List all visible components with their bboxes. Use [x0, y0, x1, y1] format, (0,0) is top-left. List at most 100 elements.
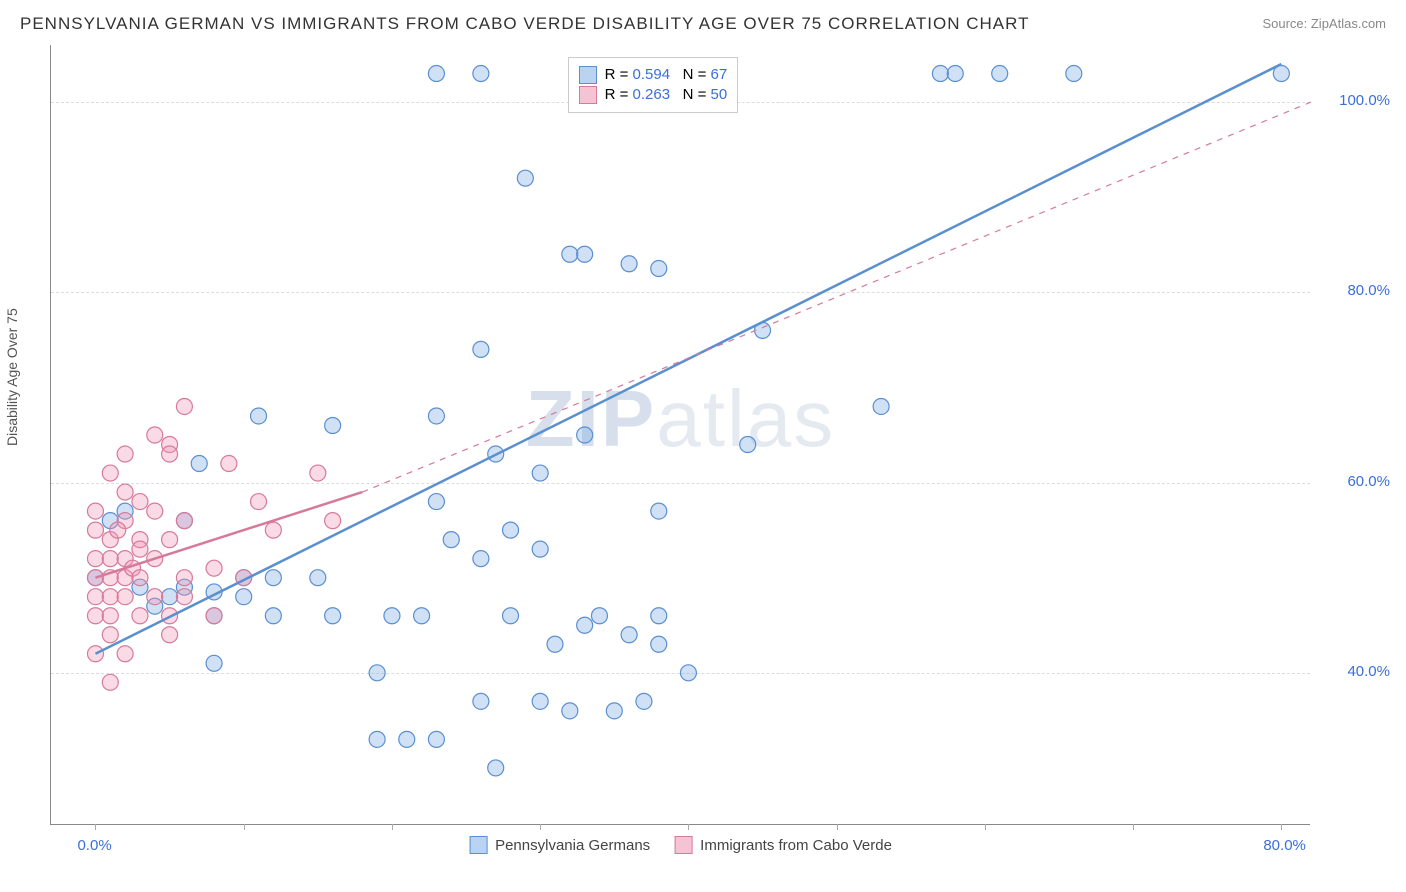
data-point: [176, 570, 192, 586]
data-point: [310, 465, 326, 481]
scatter-plot: ZIPatlas 40.0%60.0%80.0%100.0%0.0%80.0%R…: [50, 45, 1310, 825]
data-point: [473, 693, 489, 709]
data-point: [428, 494, 444, 510]
data-point: [162, 627, 178, 643]
legend-label: Pennsylvania Germans: [495, 837, 650, 854]
data-point: [932, 66, 948, 82]
data-point: [562, 703, 578, 719]
y-tick-label: 100.0%: [1339, 92, 1390, 109]
data-point: [162, 589, 178, 605]
data-point: [473, 341, 489, 357]
data-point: [176, 513, 192, 529]
data-point: [577, 427, 593, 443]
data-point: [117, 446, 133, 462]
legend-item: Immigrants from Cabo Verde: [674, 836, 892, 854]
legend-row: R = 0.263 N = 50: [579, 86, 728, 104]
data-point: [251, 408, 267, 424]
data-point: [621, 627, 637, 643]
data-point: [621, 256, 637, 272]
data-point: [87, 503, 103, 519]
data-point: [399, 731, 415, 747]
data-point: [503, 608, 519, 624]
data-point: [532, 465, 548, 481]
data-point: [117, 646, 133, 662]
data-point: [132, 494, 148, 510]
data-point: [325, 608, 341, 624]
data-point: [236, 589, 252, 605]
data-point: [369, 665, 385, 681]
data-point: [517, 170, 533, 186]
data-point: [265, 608, 281, 624]
data-point: [102, 627, 118, 643]
data-point: [206, 655, 222, 671]
data-point: [651, 261, 667, 277]
legend-text: R = 0.594 N = 67: [605, 66, 728, 83]
data-point: [87, 608, 103, 624]
data-point: [206, 560, 222, 576]
data-point: [680, 665, 696, 681]
legend-swatch: [674, 836, 692, 854]
legend-stats: R = 0.594 N = 67 R = 0.263 N = 50: [568, 57, 739, 113]
y-tick-label: 40.0%: [1347, 663, 1390, 680]
data-point: [473, 66, 489, 82]
data-point: [532, 693, 548, 709]
data-point: [532, 541, 548, 557]
data-point: [636, 693, 652, 709]
data-point: [110, 522, 126, 538]
data-point: [577, 617, 593, 633]
legend-swatch: [469, 836, 487, 854]
legend-item: Pennsylvania Germans: [469, 836, 650, 854]
data-point: [325, 417, 341, 433]
legend-label: Immigrants from Cabo Verde: [700, 837, 892, 854]
y-axis-label: Disability Age Over 75: [4, 308, 20, 446]
data-point: [369, 731, 385, 747]
data-point: [147, 589, 163, 605]
data-point: [414, 608, 430, 624]
data-point: [428, 731, 444, 747]
data-point: [117, 589, 133, 605]
data-point: [147, 427, 163, 443]
data-point: [176, 589, 192, 605]
legend-text: R = 0.263 N = 50: [605, 86, 728, 103]
data-point: [191, 456, 207, 472]
legend-swatch: [579, 66, 597, 84]
data-point: [221, 456, 237, 472]
data-point: [428, 66, 444, 82]
data-point: [176, 398, 192, 414]
data-point: [87, 522, 103, 538]
data-point: [147, 503, 163, 519]
data-point: [102, 551, 118, 567]
data-point: [265, 570, 281, 586]
y-tick-label: 60.0%: [1347, 473, 1390, 490]
x-tick-label: 0.0%: [77, 837, 111, 854]
y-tick-label: 80.0%: [1347, 282, 1390, 299]
trend-line-dashed: [362, 102, 1311, 492]
data-point: [87, 551, 103, 567]
x-tick-label: 80.0%: [1263, 837, 1306, 854]
data-point: [651, 608, 667, 624]
data-point: [873, 398, 889, 414]
data-point: [606, 703, 622, 719]
data-point: [740, 437, 756, 453]
data-point: [162, 532, 178, 548]
legend-row: R = 0.594 N = 67: [579, 66, 728, 84]
data-point: [562, 246, 578, 262]
data-point: [162, 446, 178, 462]
data-point: [132, 541, 148, 557]
source-label: Source: ZipAtlas.com: [1262, 16, 1386, 31]
data-point: [992, 66, 1008, 82]
data-point: [251, 494, 267, 510]
data-point: [1066, 66, 1082, 82]
data-point: [547, 636, 563, 652]
chart-svg: [51, 45, 1311, 825]
data-point: [102, 674, 118, 690]
data-point: [473, 551, 489, 567]
data-point: [651, 503, 667, 519]
data-point: [102, 465, 118, 481]
data-point: [947, 66, 963, 82]
data-point: [310, 570, 326, 586]
data-point: [102, 608, 118, 624]
data-point: [503, 522, 519, 538]
data-point: [428, 408, 444, 424]
data-point: [132, 570, 148, 586]
